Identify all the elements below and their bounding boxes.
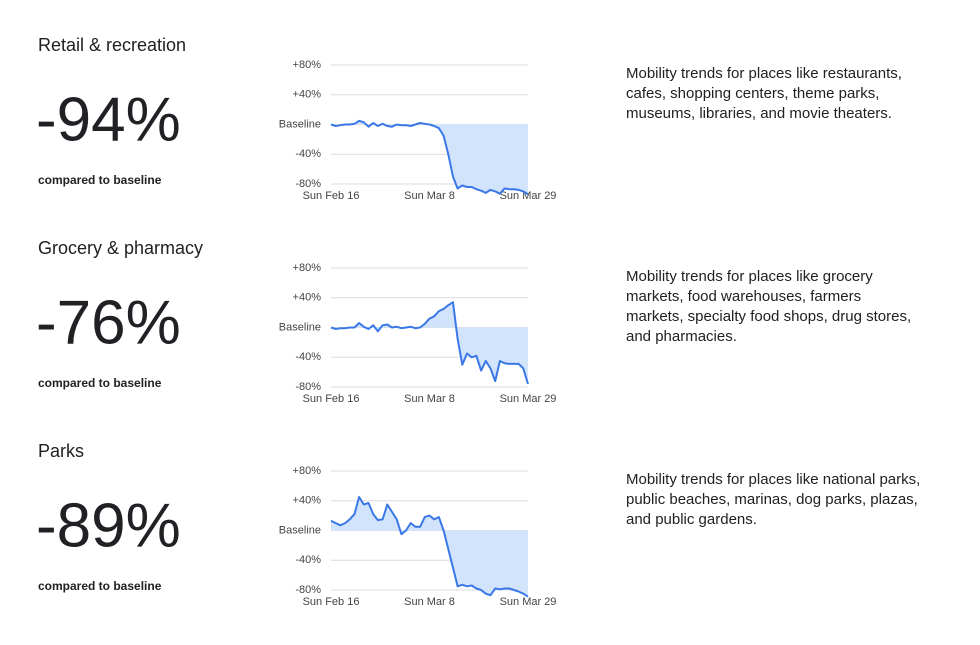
y-tick-label: +40% bbox=[293, 89, 322, 101]
area-fill bbox=[331, 120, 528, 195]
area-fill bbox=[331, 497, 528, 597]
y-tick-label: +80% bbox=[293, 465, 322, 477]
x-tick-label: Sun Mar 8 bbox=[404, 393, 455, 405]
y-tick-label: -40% bbox=[295, 554, 321, 566]
x-tick-label: Sun Mar 8 bbox=[404, 596, 455, 608]
x-tick-label: Sun Feb 16 bbox=[303, 190, 360, 202]
y-tick-label: -40% bbox=[295, 148, 321, 160]
description-line: markets, food warehouses, farmers bbox=[626, 288, 861, 305]
trend-line bbox=[330, 119, 529, 196]
section-title: Parks bbox=[38, 441, 84, 461]
headline-value: -89% bbox=[36, 491, 181, 560]
headline-caption: compared to baseline bbox=[38, 173, 162, 187]
description-line: and pharmacies. bbox=[626, 328, 737, 345]
y-tick-label: -80% bbox=[295, 584, 321, 596]
x-tick-label: Sun Feb 16 bbox=[303, 393, 360, 405]
description-line: cafes, shopping centers, theme parks, bbox=[626, 85, 879, 102]
section-title: Retail & recreation bbox=[38, 35, 186, 55]
y-tick-label: Baseline bbox=[279, 321, 321, 333]
y-tick-label: Baseline bbox=[279, 524, 321, 536]
y-tick-label: +40% bbox=[293, 495, 322, 507]
y-tick-label: +80% bbox=[293, 262, 322, 274]
y-tick-label: -80% bbox=[295, 178, 321, 190]
y-tick-label: -80% bbox=[295, 381, 321, 393]
description-line: Mobility trends for places like restaura… bbox=[626, 65, 902, 82]
description-line: Mobility trends for places like grocery bbox=[626, 268, 873, 285]
y-tick-label: +80% bbox=[293, 59, 322, 71]
x-tick-label: Sun Mar 29 bbox=[500, 190, 557, 202]
description-line: and public gardens. bbox=[626, 511, 757, 528]
x-tick-label: Sun Feb 16 bbox=[303, 596, 360, 608]
y-tick-label: -40% bbox=[295, 351, 321, 363]
trend-line bbox=[330, 496, 529, 598]
headline-caption: compared to baseline bbox=[38, 579, 162, 593]
x-tick-label: Sun Mar 29 bbox=[500, 393, 557, 405]
y-tick-label: Baseline bbox=[279, 118, 321, 130]
y-tick-label: +40% bbox=[293, 292, 322, 304]
description-line: museums, libraries, and movie theaters. bbox=[626, 105, 892, 122]
description-line: public beaches, marinas, dog parks, plaz… bbox=[626, 491, 918, 508]
headline-value: -94% bbox=[36, 85, 181, 154]
trend-line bbox=[330, 301, 529, 385]
headline-caption: compared to baseline bbox=[38, 376, 162, 390]
description-line: Mobility trends for places like national… bbox=[626, 471, 920, 488]
section-title: Grocery & pharmacy bbox=[38, 238, 203, 258]
headline-value: -76% bbox=[36, 288, 181, 357]
x-tick-label: Sun Mar 29 bbox=[500, 596, 557, 608]
area-fill bbox=[331, 302, 528, 384]
x-tick-label: Sun Mar 8 bbox=[404, 190, 455, 202]
description-line: markets, specialty food shops, drug stor… bbox=[626, 308, 911, 325]
